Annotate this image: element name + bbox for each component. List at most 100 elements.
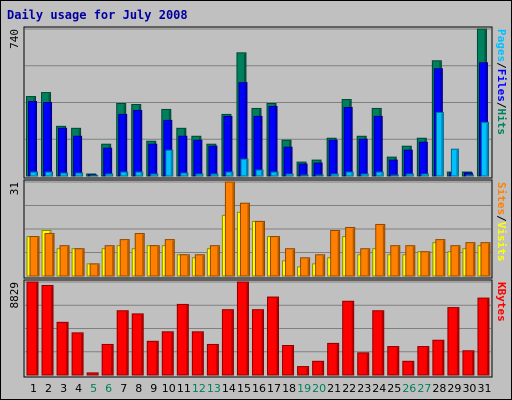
bar-sites — [254, 220, 265, 277]
bar-pages-shade — [441, 113, 443, 175]
bar-sites-shade — [82, 249, 84, 275]
bar-kbytes — [146, 340, 159, 376]
bar-kbytes — [477, 297, 490, 376]
bar-sites-shade — [127, 240, 129, 275]
bar-pages — [180, 172, 189, 177]
legend-entry: KBytes — [495, 282, 508, 322]
bar-kbytes — [417, 346, 430, 376]
bar-files-shade — [395, 161, 397, 175]
bar-kbytes — [236, 281, 249, 376]
bar-files-shade — [169, 121, 172, 175]
bar-sites-shade — [292, 249, 295, 275]
bar-sites — [300, 257, 311, 277]
bar-pages-shade — [351, 173, 353, 175]
bar-pages — [450, 148, 459, 177]
bar-sites — [239, 202, 250, 277]
bar-files-shade — [184, 137, 187, 175]
bar-pages — [195, 173, 204, 177]
bar-pages — [300, 174, 309, 177]
legend-entry: Visits — [495, 222, 508, 262]
bar-files-shade — [320, 164, 322, 175]
bar-kbytes-shade — [426, 347, 429, 374]
x-tick-label: 3 — [60, 382, 67, 395]
bar-sites — [194, 254, 205, 277]
legend-entry: Hits — [495, 109, 508, 136]
bar-files-shade — [229, 117, 232, 175]
bar-pages — [465, 174, 474, 177]
panel-border — [23, 179, 493, 279]
bar-kbytes — [176, 303, 189, 376]
bar-sites — [179, 254, 190, 277]
bar-kbytes-shade — [321, 362, 324, 374]
bar-kbytes — [327, 342, 340, 376]
bar-pages-shade — [456, 150, 458, 175]
bar-kbytes — [267, 296, 280, 376]
bar-pages-shade — [170, 151, 173, 175]
bar-sites — [209, 245, 220, 277]
bar-files-shade — [34, 102, 36, 175]
bar-sites — [270, 236, 281, 277]
bar-pages — [270, 171, 279, 177]
bar-pages — [75, 172, 84, 177]
x-tick-label: 2 — [45, 382, 52, 395]
bar-sites — [420, 251, 431, 277]
bar-kbytes — [56, 321, 69, 376]
bar-sites — [149, 245, 160, 277]
bar-sites — [89, 263, 100, 277]
bar-sites — [134, 233, 145, 277]
bar-kbytes — [432, 339, 445, 376]
bar-sites-shade — [97, 264, 99, 275]
panel-visits-sites: 31 Sites/Visits — [8, 179, 508, 279]
x-tick-label: 31 — [477, 382, 491, 395]
bar-kbytes — [462, 350, 475, 376]
y-max-label: 8829 — [8, 282, 21, 309]
bar-files-shade — [124, 115, 127, 175]
bar-sites-shade — [112, 246, 114, 275]
bar-kbytes — [447, 307, 460, 376]
bar-kbytes — [357, 352, 370, 376]
bar-kbytes-shade — [36, 283, 38, 374]
bar-kbytes — [101, 343, 114, 376]
bar-kbytes — [41, 284, 54, 376]
bar-sites — [29, 236, 40, 277]
bar-kbytes — [26, 281, 39, 376]
bar-pages — [255, 169, 264, 177]
x-tick-label: 23 — [357, 382, 371, 395]
bar-kbytes — [206, 343, 219, 376]
bar-sites-shade — [157, 246, 159, 275]
bar-pages — [420, 173, 429, 177]
bar-pages — [60, 172, 69, 177]
bar-kbytes — [86, 372, 99, 376]
bar-pages-shade — [260, 171, 263, 175]
bar-files-shade — [365, 140, 367, 175]
bar-files-shade — [154, 145, 157, 175]
legend-entry: / — [495, 102, 508, 109]
bar-files-shade — [305, 165, 307, 175]
bar-kbytes — [191, 331, 204, 376]
bar-kbytes-shade — [441, 341, 444, 374]
bar-sites-shade — [337, 231, 340, 275]
bar-pages — [405, 173, 414, 177]
bar-kbytes — [342, 300, 355, 376]
bar-kbytes-shade — [411, 362, 414, 374]
bar-sites — [104, 245, 115, 277]
legend: Sites/Visits — [495, 182, 508, 262]
bar-pages — [135, 171, 144, 177]
x-tick-label: 4 — [75, 382, 82, 395]
bar-sites — [360, 248, 371, 277]
bar-sites — [224, 181, 235, 277]
bar-kbytes — [282, 345, 295, 376]
bar-files-shade — [259, 117, 262, 175]
bar-sites — [74, 248, 85, 277]
bar-kbytes — [402, 360, 415, 376]
bar-pages-shade — [381, 173, 383, 175]
bar-pages-shade — [486, 123, 488, 175]
bar-sites-shade — [232, 183, 234, 275]
bar-kbytes-shade — [81, 333, 83, 374]
bar-sites-shade — [67, 246, 69, 275]
bar-kbytes-shade — [486, 299, 489, 374]
bar-pages — [165, 149, 174, 177]
bar-files-shade — [425, 143, 427, 175]
x-tick-label: 5 — [90, 382, 97, 395]
